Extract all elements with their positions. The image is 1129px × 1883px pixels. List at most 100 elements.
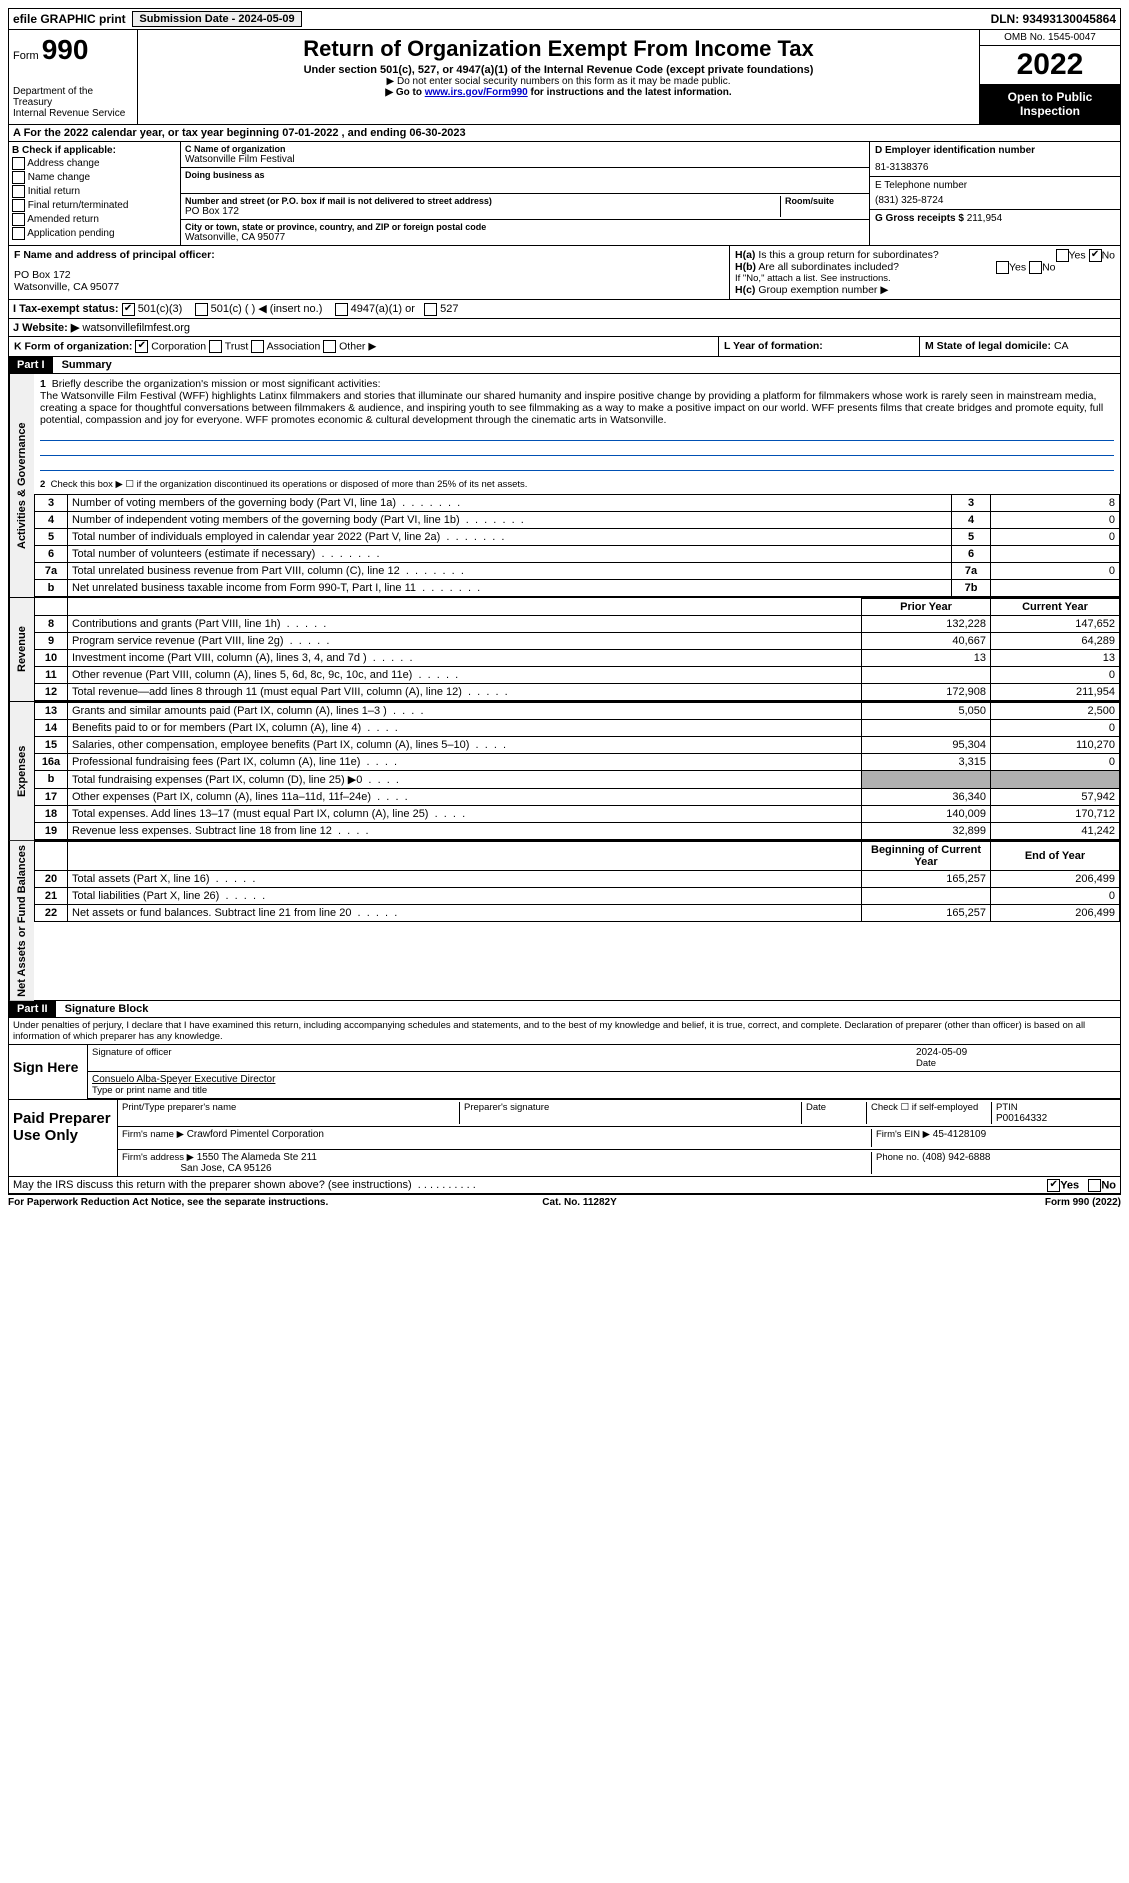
sign-here-label: Sign Here	[9, 1045, 88, 1099]
m-lbl: M State of legal domicile:	[925, 340, 1051, 352]
table-row: 20Total assets (Part X, line 16) . . . .…	[35, 870, 1120, 887]
ha-yes[interactable]: Yes	[1069, 249, 1086, 261]
goto-pre: ▶ Go to	[385, 87, 424, 98]
k-other[interactable]: Other ▶	[339, 340, 376, 352]
ha-no[interactable]: No	[1102, 249, 1115, 261]
discuss-text: May the IRS discuss this return with the…	[13, 1179, 412, 1191]
i-lbl: I Tax-exempt status:	[13, 303, 119, 315]
c-dba-lbl: Doing business as	[185, 170, 865, 180]
table-row: 12Total revenue—add lines 8 through 11 (…	[35, 683, 1120, 700]
chk-initial-return[interactable]: Initial return	[12, 185, 177, 198]
chk-app-pending[interactable]: Application pending	[12, 227, 177, 240]
k-assoc[interactable]: Association	[267, 340, 321, 352]
sig-date-lbl: Date	[916, 1058, 936, 1069]
firm-addr2: San Jose, CA 95126	[180, 1163, 271, 1174]
c-addr-lbl: Number and street (or P.O. box if mail i…	[185, 196, 776, 206]
a-pre: A For the 2022 calendar year, or tax yea…	[13, 127, 282, 139]
a-end: 06-30-2023	[409, 127, 465, 139]
tab-activities: Activities & Governance	[9, 374, 34, 597]
section-f: F Name and address of principal officer:…	[9, 246, 730, 299]
chk-name-change[interactable]: Name change	[12, 171, 177, 184]
form-subtitle: Under section 501(c), 527, or 4947(a)(1)…	[146, 64, 971, 76]
expenses-section: Expenses 13Grants and similar amounts pa…	[8, 702, 1121, 841]
table-row: 17Other expenses (Part IX, column (A), l…	[35, 788, 1120, 805]
org-name: Watsonville Film Festival	[185, 154, 865, 165]
prep-sig-lbl: Preparer's signature	[460, 1102, 802, 1124]
firm-addr1: 1550 The Alameda Ste 211	[197, 1152, 317, 1163]
efile-label: efile GRAPHIC print	[13, 12, 126, 26]
governance-table: 3Number of voting members of the governi…	[34, 494, 1120, 597]
dept-treasury: Department of the Treasury	[13, 86, 133, 108]
revenue-table: Prior YearCurrent Year8Contributions and…	[34, 598, 1120, 701]
part2-title: Signature Block	[59, 1001, 155, 1017]
table-row: 16aProfessional fundraising fees (Part I…	[35, 753, 1120, 770]
form990-link[interactable]: www.irs.gov/Form990	[425, 87, 528, 98]
irs-label: Internal Revenue Service	[13, 108, 133, 119]
line-m: M State of legal domicile: CA	[920, 337, 1120, 356]
line-a: A For the 2022 calendar year, or tax yea…	[8, 125, 1121, 142]
officer-name: Consuelo Alba-Speyer Executive Director	[92, 1074, 275, 1085]
officer-name-lbl: Type or print name and title	[92, 1085, 207, 1096]
form-title: Return of Organization Exempt From Incom…	[146, 36, 971, 62]
line-i: I Tax-exempt status: ✔ 501(c)(3) 501(c) …	[8, 300, 1121, 319]
k-lbl: K Form of organization:	[14, 340, 132, 352]
section-deg: D Employer identification number 81-3138…	[869, 142, 1120, 245]
inspect-l1: Open to Public	[1008, 90, 1093, 104]
j-lbl: J Website: ▶	[13, 322, 79, 334]
hb-no[interactable]: No	[1042, 261, 1055, 273]
i-527[interactable]: 527	[440, 303, 458, 315]
tax-year: 2022	[980, 46, 1120, 84]
netassets-section: Net Assets or Fund Balances Beginning of…	[8, 841, 1121, 1002]
header-right: OMB No. 1545-0047 2022 Open to Public In…	[979, 30, 1120, 124]
ha-text: Is this a group return for subordinates?	[758, 249, 938, 261]
submission-date-btn[interactable]: Submission Date - 2024-05-09	[132, 11, 301, 27]
i-4947[interactable]: 4947(a)(1) or	[351, 303, 415, 315]
ssn-note: ▶ Do not enter social security numbers o…	[146, 76, 971, 87]
c-name-lbl: C Name of organization	[185, 144, 865, 154]
k-trust[interactable]: Trust	[225, 340, 249, 352]
part2-header: Part II Signature Block	[8, 1001, 1121, 1018]
top-bar: efile GRAPHIC print Submission Date - 20…	[8, 8, 1121, 30]
org-city: Watsonville, CA 95077	[185, 232, 865, 243]
table-row: 3Number of voting members of the governi…	[35, 494, 1120, 511]
chk-amended[interactable]: Amended return	[12, 213, 177, 226]
self-emp-lbl[interactable]: Check ☐ if self-employed	[867, 1102, 992, 1124]
table-row: 6Total number of volunteers (estimate if…	[35, 545, 1120, 562]
form-number: 990	[42, 34, 89, 65]
hb-note: If "No," attach a list. See instructions…	[735, 273, 1115, 284]
entity-block: B Check if applicable: Address change Na…	[8, 142, 1121, 246]
officer-addr2: Watsonville, CA 95077	[14, 281, 724, 293]
chk-address-change[interactable]: Address change	[12, 157, 177, 170]
firm-name: Crawford Pimentel Corporation	[187, 1129, 324, 1140]
mission-block: 1 Briefly describe the organization's mi…	[34, 374, 1120, 475]
table-row: 13Grants and similar amounts paid (Part …	[35, 702, 1120, 719]
ptin: P00164332	[996, 1113, 1047, 1124]
firm-ein-lbl: Firm's EIN ▶	[876, 1129, 930, 1140]
line-l: L Year of formation:	[719, 337, 920, 356]
discuss-no[interactable]: No	[1101, 1180, 1116, 1192]
ein: 81-3138376	[875, 162, 1115, 173]
mission-text: The Watsonville Film Festival (WFF) high…	[40, 390, 1103, 426]
sig-date: 2024-05-09	[916, 1047, 967, 1058]
line-j: J Website: ▶ watsonvillefilmfest.org	[8, 319, 1121, 337]
chk-final-return[interactable]: Final return/terminated	[12, 199, 177, 212]
goto-post: for instructions and the latest informat…	[528, 87, 732, 98]
hb-yes[interactable]: Yes	[1009, 261, 1026, 273]
org-address: PO Box 172	[185, 206, 776, 217]
footer-right: Form 990 (2022)	[1045, 1197, 1121, 1208]
section-c: C Name of organization Watsonville Film …	[181, 142, 869, 245]
perjury-statement: Under penalties of perjury, I declare th…	[8, 1018, 1121, 1045]
header-mid: Return of Organization Exempt From Incom…	[138, 30, 979, 124]
k-corp[interactable]: Corporation	[151, 340, 206, 352]
discuss-yes[interactable]: Yes	[1060, 1180, 1079, 1192]
discuss-row: May the IRS discuss this return with the…	[8, 1177, 1121, 1194]
i-501c[interactable]: 501(c) ( ) ◀ (insert no.)	[211, 303, 323, 315]
i-501c3[interactable]: 501(c)(3)	[138, 303, 183, 315]
l-lbl: L Year of formation:	[724, 340, 823, 352]
firm-name-lbl: Firm's name ▶	[122, 1129, 184, 1140]
line-k: K Form of organization: ✔ Corporation Tr…	[9, 337, 719, 356]
table-row: bTotal fundraising expenses (Part IX, co…	[35, 770, 1120, 788]
prep-date-lbl: Date	[802, 1102, 867, 1124]
hc-text: Group exemption number ▶	[758, 284, 888, 296]
part1-title: Summary	[56, 357, 118, 373]
